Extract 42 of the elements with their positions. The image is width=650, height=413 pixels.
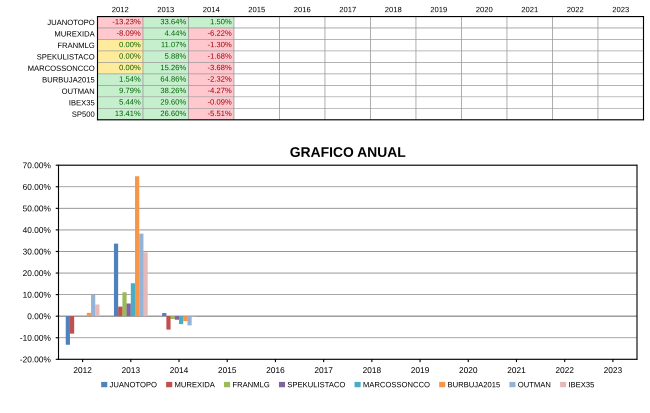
y-tick-label: -20.00% [20, 356, 51, 362]
y-tick-label: 0.00% [28, 313, 51, 320]
bar [162, 312, 166, 316]
x-tick-label: 2019 [411, 367, 429, 374]
bar [187, 316, 192, 326]
bar [118, 306, 122, 316]
y-tick-label: -10.00% [20, 334, 51, 341]
x-tick-label: 2018 [363, 367, 381, 374]
bar [126, 303, 131, 316]
y-tick-label: 30.00% [22, 248, 51, 255]
y-tick-label: 40.00% [22, 227, 51, 234]
y-tick-label: 20.00% [23, 270, 51, 276]
x-tick-label: 2012 [74, 367, 92, 374]
x-tick-label: 2017 [314, 367, 332, 374]
x-tick-label: 2016 [266, 367, 284, 374]
bar [91, 295, 96, 316]
bar [70, 316, 74, 334]
x-tick-label: 2015 [218, 367, 236, 374]
x-tick-label: 2023 [604, 367, 622, 374]
bar [95, 304, 100, 316]
bar [170, 316, 175, 319]
chart-title: GRAFICO ANUAL [290, 147, 406, 158]
bar [114, 244, 118, 316]
y-tick-label: 70.00% [23, 162, 51, 168]
bar [66, 316, 70, 345]
bar [130, 283, 136, 316]
bar [122, 292, 127, 316]
bar [174, 316, 180, 320]
y-tick-label: 60.00% [23, 184, 51, 190]
x-tick-label: 2022 [556, 367, 574, 374]
x-tick-label: 2020 [459, 367, 478, 374]
bar [143, 252, 148, 316]
x-tick-label: 2021 [508, 367, 526, 374]
bar [179, 316, 184, 324]
bar [139, 234, 144, 316]
bar [166, 316, 171, 330]
bar [135, 176, 140, 316]
y-tick-label: 10.00% [23, 292, 51, 298]
x-tick-label: 2013 [122, 367, 140, 374]
x-tick-label: 2014 [170, 367, 188, 374]
y-tick-label: 50.00% [22, 206, 51, 212]
bar [183, 316, 188, 322]
